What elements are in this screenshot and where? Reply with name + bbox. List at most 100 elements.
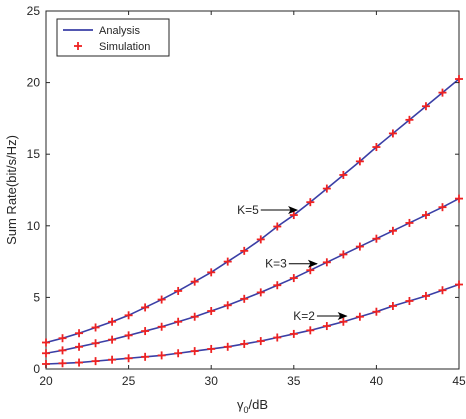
x-axis-label: γ0/dB	[237, 397, 268, 415]
series-markers-k5	[42, 75, 463, 347]
simulation-point	[256, 337, 265, 346]
simulation-point	[141, 352, 150, 361]
simulation-point	[108, 317, 117, 326]
simulation-point	[223, 301, 232, 310]
simulation-point	[306, 198, 315, 207]
simulation-point	[207, 344, 216, 353]
x-tick-label: 25	[122, 374, 136, 388]
simulation-point	[42, 349, 50, 358]
simulation-point	[455, 75, 463, 84]
simulation-point	[421, 102, 430, 111]
simulation-point	[190, 277, 199, 286]
simulation-point	[58, 346, 67, 355]
simulation-point	[438, 88, 447, 97]
simulation-point	[273, 333, 282, 342]
simulation-point	[207, 307, 216, 316]
simulation-point	[273, 222, 282, 231]
simulation-point	[174, 349, 183, 358]
series-markers-k2	[42, 280, 463, 368]
simulation-point	[438, 203, 447, 212]
simulation-point	[322, 322, 331, 331]
simulation-point	[207, 268, 216, 277]
simulation-point	[455, 280, 463, 289]
legend: Analysis Simulation	[56, 18, 170, 57]
simulation-point	[322, 258, 331, 267]
simulation-point	[289, 274, 298, 283]
simulation-point	[339, 250, 348, 259]
simulation-point	[157, 351, 166, 360]
simulation-point	[355, 157, 364, 166]
simulation-point	[58, 334, 67, 343]
simulation-point	[42, 338, 50, 347]
simulation-point	[438, 286, 447, 295]
simulation-point	[240, 294, 249, 303]
simulation-point	[157, 295, 166, 304]
simulation-point	[388, 226, 397, 235]
simulation-point	[75, 342, 84, 351]
annotations: K=5 K=3 K=2	[237, 203, 348, 323]
simulation-point	[108, 355, 117, 364]
x-tick-label: 20	[39, 374, 53, 388]
x-tick-label: 40	[370, 374, 384, 388]
simulation-point	[174, 286, 183, 295]
simulation-point	[421, 291, 430, 300]
y-tick-label: 0	[33, 362, 40, 376]
simulation-point	[322, 184, 331, 193]
legend-label: Analysis	[99, 25, 140, 37]
simulation-point	[91, 339, 100, 348]
simulation-point	[223, 257, 232, 266]
y-tick-label: 20	[27, 76, 41, 90]
simulation-point	[240, 339, 249, 348]
simulation-point	[157, 322, 166, 331]
simulation-point	[75, 358, 84, 367]
annotation-label: K=2	[293, 309, 315, 323]
simulation-point	[372, 143, 381, 152]
y-tick-label: 15	[27, 147, 41, 161]
series-markers	[42, 75, 463, 368]
simulation-point	[174, 317, 183, 326]
simulation-point	[256, 288, 265, 297]
simulation-point	[388, 129, 397, 138]
simulation-point	[223, 342, 232, 351]
legend-item-analysis: Analysis	[63, 25, 140, 37]
x-axis-label-symbol: γ	[237, 397, 244, 412]
simulation-point	[355, 242, 364, 251]
annotation-label: K=5	[237, 203, 259, 217]
simulation-point	[455, 194, 463, 203]
x-axis-label-unit: /dB	[249, 397, 269, 412]
legend-item-simulation: Simulation	[74, 41, 150, 53]
y-tick-label: 25	[27, 4, 41, 18]
y-tick-label: 10	[27, 219, 41, 233]
simulation-point	[141, 303, 150, 312]
simulation-point	[58, 359, 67, 368]
x-tick-label: 45	[452, 374, 466, 388]
plot-area	[45, 10, 460, 370]
simulation-point	[141, 327, 150, 336]
simulation-point	[372, 307, 381, 316]
simulation-point	[421, 211, 430, 220]
x-axis-label-subscript: 0	[243, 405, 248, 415]
simulation-point	[273, 281, 282, 290]
simulation-point	[240, 246, 249, 255]
simulation-point	[405, 115, 414, 124]
simulation-point	[388, 301, 397, 310]
simulation-point	[75, 329, 84, 338]
simulation-point	[124, 354, 133, 363]
annotation-label: K=3	[265, 257, 287, 271]
simulation-point	[190, 347, 199, 356]
simulation-point	[91, 357, 100, 366]
simulation-point	[372, 234, 381, 243]
simulation-point	[91, 323, 100, 332]
simulation-point	[339, 170, 348, 179]
simulation-point	[190, 312, 199, 321]
simulation-point	[124, 331, 133, 340]
simulation-point	[108, 335, 117, 344]
series-line-k5	[45, 78, 460, 344]
simulation-point	[124, 311, 133, 320]
simulation-point	[289, 329, 298, 338]
series-markers-k3	[42, 194, 463, 358]
simulation-point	[306, 326, 315, 335]
x-tick-label: 30	[205, 374, 219, 388]
